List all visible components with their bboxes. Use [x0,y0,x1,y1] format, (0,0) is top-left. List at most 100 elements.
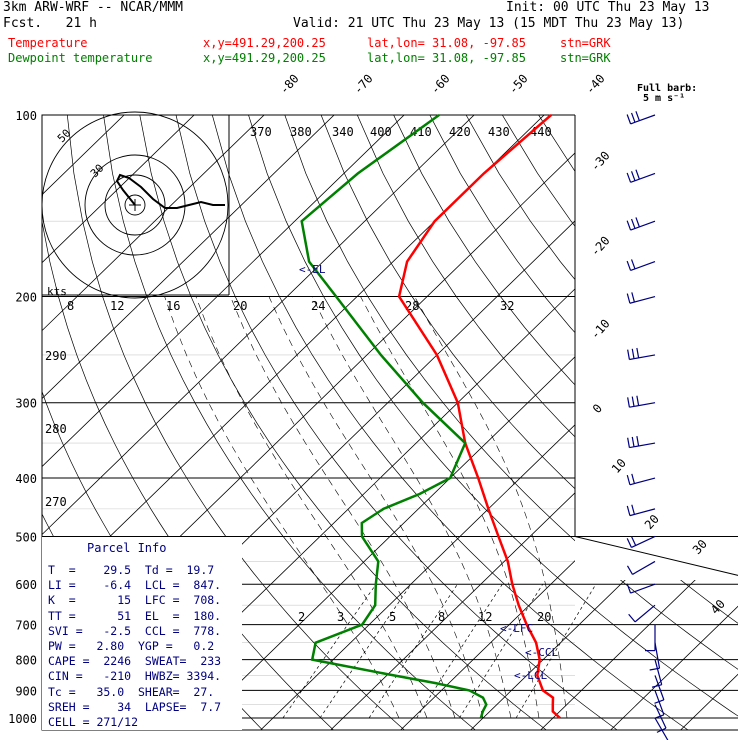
parcel-info-row: K = 15 LFC = 708. [48,593,222,608]
lcl-marker: <-LCL [514,669,548,682]
isotherm-line [42,115,503,730]
isotherm-label: -70 [351,72,376,97]
wind-barb [626,583,656,594]
mixing-ratio-label: 3 [337,610,344,624]
wind-barb [626,535,656,549]
wind-barb [654,690,665,719]
wind-barb [626,169,656,183]
temperature-station: stn=GRK [560,36,611,50]
dry-adiabat [211,115,690,730]
forecast-hour: Fcst. 21 h [3,16,97,31]
barb-key-line2: 5 m s⁻¹ [643,93,686,104]
isotherm-label: 20 [642,512,662,532]
dry-adiabat-label: 380 [290,125,312,139]
wind-barb [626,292,656,304]
moist-adiabat [230,296,456,719]
temperature-latlon: lat,lon= 31.08, -97.85 [367,36,526,50]
wind-barb [627,395,656,408]
parcel-info-box: Parcel Info T = 29.5 Td = 19.7 LI = -6.4 … [42,537,242,730]
pressure-tick-label: 800 [15,654,37,668]
hodograph-trace [115,173,225,209]
hodograph-ring [41,111,229,299]
parcel-info-row: CAPE = 2246 SWEAT= 233 [48,654,222,669]
wind-barb [645,624,656,652]
parcel-info-title: Parcel Info [87,541,167,555]
dry-adiabat-label: 270 [45,495,67,509]
mixing-ratio-line [368,584,458,719]
isotherm-line [42,115,293,730]
wind-barb [651,659,663,688]
dewpoint-station: stn=GRK [560,51,611,65]
moist-adiabat-label: 24 [311,299,325,313]
isotherm-line [329,115,738,730]
dry-adiabat [502,115,738,730]
moist-adiabat [268,296,484,719]
dry-adiabat-label: 370 [250,125,272,139]
model-title: 3km ARW-WRF -- NCAR/MMM [3,0,184,15]
mixing-ratio-label: 20 [537,610,551,624]
dry-adiabat [429,115,738,730]
wind-barb [626,473,656,486]
dry-adiabat [574,115,738,730]
isotherm-label: -50 [506,72,531,97]
ccl-marker: <-CCL [525,646,559,659]
wind-barb [626,504,656,517]
isotherm-line [42,115,433,730]
pressure-tick-label: 100 [15,109,37,123]
pressure-tick-label: 1000 [8,712,37,726]
hodograph-ring [124,194,146,216]
pressure-tick-label: 900 [15,684,37,698]
dewpoint-latlon: lat,lon= 31.08, -97.85 [367,51,526,65]
parcel-info-row: SREH = 34 LAPSE= 7.7 [48,699,222,714]
el-marker: <-EL [299,263,326,276]
pressure-tick-label: 700 [15,619,37,633]
isotherm-label: 0 [590,401,605,416]
wind-barbs [626,111,669,740]
wind-barb [626,111,656,125]
dry-adiabat [647,115,738,730]
mixing-ratio-line [319,583,412,719]
moist-adiabat-label: 8 [67,299,74,313]
pressure-tick-label: 600 [15,578,37,592]
valid-time: Valid: 21 UTC Thu 23 May 13 (15 MDT Thu … [293,16,685,31]
isotherm-line [42,115,363,730]
hodograph-ring [104,174,166,236]
dry-adiabat-label: 290 [45,349,67,363]
dry-adiabat [538,115,738,730]
isotherm-label: 10 [609,456,629,476]
isotherm-line [469,115,738,730]
dewpoint-legend: Dewpoint temperature [8,51,153,65]
moist-adiabat [311,296,512,719]
hodograph-units: kts [47,285,67,298]
wind-barb [626,217,656,231]
wind-barb [626,259,656,272]
dry-adiabat [356,115,738,730]
barb-key-line1: Full barb: [637,83,698,94]
mixing-ratio-label: 5 [389,610,396,624]
wind-barb [627,436,656,449]
temperature-xy: x,y=491.29,200.25 [203,36,326,50]
parcel-info-row: SVI = -2.5 CCL = 778. [48,623,222,638]
dry-adiabat [719,115,738,730]
dry-adiabat [393,115,738,730]
isotherm-label: -40 [583,72,608,97]
isotherm-label: -80 [277,72,302,97]
parcel-info-row: PW = 2.80 YGP = 0.2 [48,639,215,653]
wind-barb [626,560,656,575]
parcel-info-row: T = 29.5 Td = 19.7 [48,563,215,577]
temperature-profile [397,114,561,719]
plot-border-right [574,115,739,576]
init-time: Init: 00 UTC Thu 23 May 13 [506,0,710,15]
dewpoint-profile [300,113,488,719]
dry-adiabat-label: 400 [370,125,392,139]
parcel-info-row: Tc = 35.0 SHEAR= 27. [48,684,215,699]
mixing-ratio-line [416,584,503,719]
moist-adiabat-label: 16 [166,299,180,313]
isotherm-line [42,115,223,730]
sounding-profiles [300,113,561,719]
dry-adiabat-label: 420 [449,125,471,139]
hodograph-ring-label: 30 [88,162,107,181]
dry-adiabat-label: 280 [45,422,67,436]
